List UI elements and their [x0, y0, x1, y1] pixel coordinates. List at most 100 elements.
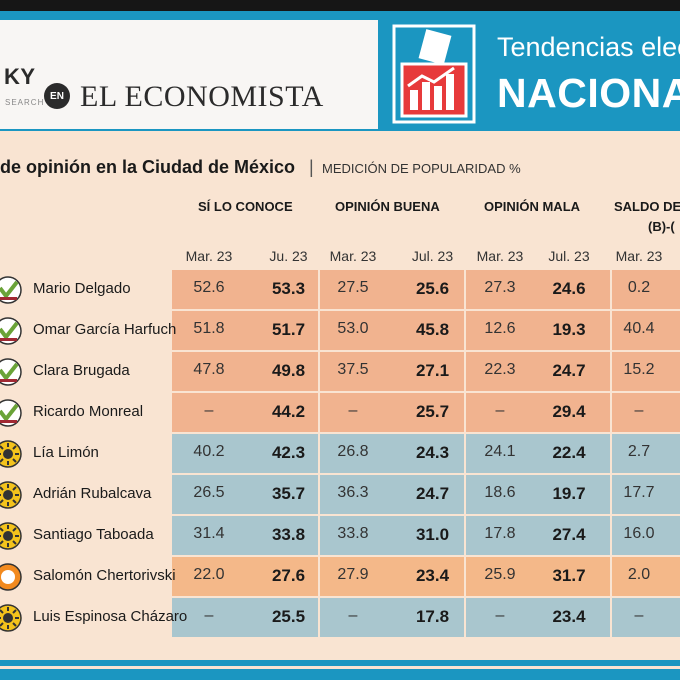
- table-cell: –: [634, 402, 644, 419]
- table-cell: 25.5: [271, 607, 306, 626]
- table-cell: –: [204, 402, 214, 419]
- section-subtitle: NACIONA: [497, 70, 680, 116]
- brand-name: KY: [4, 64, 36, 89]
- table-cell: 17.8: [415, 607, 450, 626]
- table-cell: 31.4: [193, 525, 225, 542]
- table-cell: 25.6: [415, 279, 450, 298]
- table-cell: 24.6: [552, 279, 586, 298]
- group-header-balance: SALDO DE O: [614, 199, 680, 214]
- morena-icon: [0, 276, 22, 304]
- table-cell: 2.7: [627, 443, 651, 460]
- row-background: [172, 598, 680, 637]
- table-cell: 25.7: [415, 402, 450, 421]
- prd-icon: [0, 481, 22, 509]
- table-cell: 33.8: [337, 525, 369, 542]
- table-cell: 16.0: [623, 525, 655, 542]
- table-cell: 22.3: [484, 361, 516, 378]
- row-background: [172, 393, 680, 432]
- table-cell: 2.0: [627, 566, 651, 583]
- row-divider: [178, 596, 680, 598]
- group-header-balance-note: (B)-(: [648, 219, 675, 234]
- en-badge: EN: [44, 83, 70, 109]
- morena-icon: [0, 358, 22, 386]
- mc-icon: [0, 563, 22, 591]
- row-background: [172, 434, 680, 473]
- candidate-name: Lía Limón: [33, 444, 99, 461]
- table-cell: 27.3: [484, 279, 516, 296]
- candidate-name: Ricardo Monreal: [33, 403, 144, 420]
- table-row: Santiago Taboada 31.4 33.8 33.8 31.0 17.8 27.4…: [0, 516, 680, 555]
- table-row: Adrián Rubalcava 26.5 35.7 36.3 24.7 18.6 19.7…: [0, 475, 680, 514]
- group-header-bad-opinion: OPINIÓN MALA: [483, 199, 581, 214]
- row-background: [172, 311, 680, 350]
- table-cell: 0.2: [627, 279, 651, 296]
- morena-icon: [0, 399, 22, 427]
- table-cell: 51.8: [193, 320, 225, 337]
- table-cell: 53.0: [337, 320, 369, 337]
- row-background: [172, 270, 680, 309]
- table-cell: 24.3: [415, 443, 450, 462]
- table-row: Clara Brugada 47.8 49.8 37.5 27.1 22.3 24.7 15.…: [0, 352, 680, 391]
- candidate-name: Mario Delgado: [33, 280, 131, 297]
- table-cell: 17.7: [623, 484, 655, 501]
- group-header-good-opinion: OPINIÓN BUENA: [335, 199, 440, 214]
- table-cell: 27.1: [415, 361, 450, 380]
- table-cell: 12.6: [484, 320, 516, 337]
- table-cell: 19.7: [552, 484, 586, 503]
- table-cell: 26.5: [193, 484, 225, 501]
- table-cell: –: [348, 607, 358, 624]
- row-divider: [178, 473, 680, 475]
- table-row: Ricardo Monreal – 44.2 – 25.7 – 29.4 –: [0, 393, 680, 432]
- row-divider: [178, 309, 680, 311]
- table-cell: 25.9: [484, 566, 516, 583]
- table-cell: 17.8: [484, 525, 516, 542]
- table-cell: 45.8: [415, 320, 450, 339]
- column-divider: [610, 270, 612, 637]
- table-cell: –: [634, 607, 644, 624]
- morena-icon: [0, 317, 22, 345]
- row-background: [172, 475, 680, 514]
- group-header-knows: SÍ LO CONOCE: [198, 199, 293, 214]
- table-cell: 29.4: [552, 402, 586, 421]
- table-cell: 44.2: [271, 402, 306, 421]
- table-cell: 23.4: [415, 566, 450, 585]
- row-divider: [178, 432, 680, 434]
- row-divider: [178, 350, 680, 352]
- table-cell: 42.3: [271, 443, 306, 462]
- table-cell: 24.7: [415, 484, 450, 503]
- prd-icon: [0, 440, 22, 468]
- candidate-name: Luis Espinosa Cházaro: [33, 608, 188, 625]
- table-cell: 26.8: [337, 443, 369, 460]
- row-divider: [178, 514, 680, 516]
- table-cell: 53.3: [271, 279, 306, 298]
- candidate-name: Adrián Rubalcava: [33, 485, 152, 502]
- table-cell: 27.9: [337, 566, 369, 583]
- section-title: Tendencias electo: [497, 32, 680, 62]
- table-cell: 27.6: [271, 566, 306, 585]
- table-cell: 31.7: [552, 566, 586, 585]
- candidate-name: Santiago Taboada: [33, 526, 154, 543]
- row-divider: [178, 391, 680, 393]
- table-cell: 24.1: [484, 443, 516, 460]
- table-cell: 52.6: [193, 279, 225, 296]
- table-cell: 36.3: [337, 484, 369, 501]
- table-title: de opinión en la Ciudad de México: [0, 157, 296, 177]
- column-divider: [318, 270, 320, 637]
- row-background: [172, 516, 680, 555]
- period-header: Jul. 23: [548, 248, 590, 264]
- column-divider: [464, 270, 466, 637]
- table-cell: –: [204, 607, 214, 624]
- table-cell: 22.0: [193, 566, 225, 583]
- candidate-name: Clara Brugada: [33, 362, 130, 379]
- table-cell: 19.3: [552, 320, 586, 339]
- table-title-row: de opinión en la Ciudad de México | MEDI…: [0, 157, 680, 183]
- table-subtitle: MEDICIÓN DE POPULARIDAD %: [322, 161, 521, 176]
- table-cell: 37.5: [337, 361, 369, 378]
- table-cell: 40.2: [193, 443, 225, 460]
- period-header: Jul. 23: [411, 248, 454, 264]
- table-cell: 18.6: [484, 484, 516, 501]
- brand-panel: KY SEARCH EN EL ECONOMISTA: [0, 20, 378, 129]
- table-row: Salomón Chertorivski 22.0 27.6 27.9 23.4 25.9…: [0, 557, 680, 596]
- ballot-box-chart-icon: [392, 24, 476, 124]
- table-cell: 27.5: [337, 279, 369, 296]
